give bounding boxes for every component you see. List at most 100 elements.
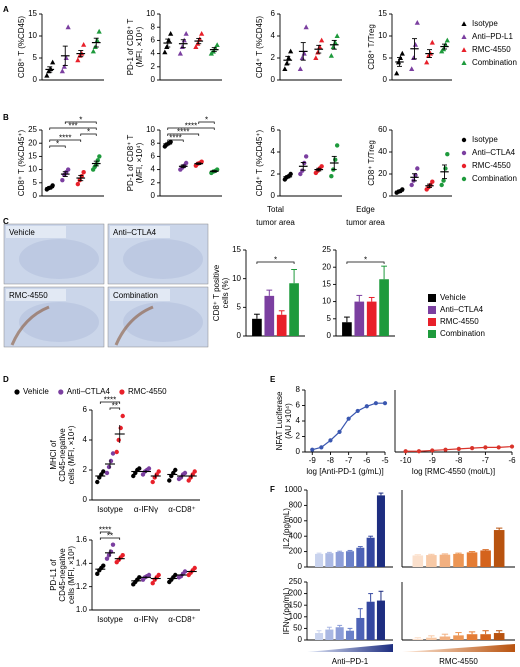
marker (95, 479, 100, 485)
legend-label: RMC-4550 (472, 45, 511, 54)
significance-label: *** (68, 122, 77, 131)
y-tick-label: 0 (298, 635, 303, 644)
y-tick-label: 0 (298, 562, 303, 571)
bar (453, 553, 464, 567)
bar (379, 279, 389, 336)
y-tick-label: 8 (151, 22, 156, 31)
bar (493, 633, 505, 640)
marker (441, 178, 446, 183)
legend-marker (461, 47, 467, 52)
significance-bracket (109, 407, 121, 410)
y-tick-label: 4 (271, 31, 276, 40)
marker (50, 59, 56, 65)
marker (183, 31, 189, 36)
marker (97, 154, 102, 159)
bar (376, 600, 385, 640)
bar (493, 530, 505, 567)
marker (214, 42, 220, 48)
y-axis-label: CD4⁺ T (%CD45) (255, 16, 264, 79)
y-tick-label: 20 (322, 262, 331, 271)
tissue-texture (123, 239, 203, 279)
marker (333, 157, 338, 162)
bar (439, 636, 451, 640)
legend-label: RMC-4550 (472, 161, 511, 170)
legend-label: RMC-4550 (440, 317, 479, 326)
tissue-texture (19, 239, 99, 279)
marker (162, 49, 168, 55)
y-tick-label: 15 (378, 9, 387, 18)
y-tick-label: 100 (289, 612, 303, 621)
y-tick-label: 20 (28, 138, 37, 147)
marker (166, 37, 172, 43)
y-axis-label: (MFI, ×10⁴) (135, 26, 144, 67)
x-tick-label: -6 (508, 456, 516, 465)
marker (150, 479, 155, 485)
y-tick-label: 15 (28, 152, 37, 161)
marker (108, 458, 114, 464)
legend-label: Anti–PD-L1 (472, 32, 513, 41)
panel-label: A (3, 5, 9, 14)
y-axis-label: CD4⁺ T (%CD45⁺) (255, 129, 264, 196)
y-tick-label: 4 (296, 416, 301, 425)
y-tick-label: 10 (28, 165, 37, 174)
marker (192, 469, 197, 474)
marker (116, 437, 121, 443)
significance-bracket (167, 133, 200, 136)
x-tick-label: -10 (400, 456, 412, 465)
bar (426, 637, 437, 640)
y-tick-label: 2 (83, 465, 88, 474)
x-axis-label: RMC-4550 (439, 657, 478, 666)
image-label: Anti–CTLA4 (113, 228, 157, 237)
y-axis-label: CD8⁺ T (%CD45) (17, 16, 26, 79)
x-tick-label: α-IFNγ (134, 615, 158, 624)
y-tick-label: 0 (327, 331, 332, 340)
significance-label: **** (185, 122, 197, 131)
tissue-texture (19, 302, 99, 342)
x-tick-label: -9 (309, 456, 317, 465)
y-tick-label: 5 (327, 314, 332, 323)
marker (298, 171, 303, 177)
marker (120, 413, 125, 419)
point (328, 438, 333, 443)
stain (114, 305, 154, 346)
point (470, 446, 475, 451)
marker (65, 24, 71, 30)
y-tick-label: 800 (289, 501, 303, 510)
marker (167, 478, 172, 483)
y-tick-label: 15 (28, 9, 37, 18)
y-axis-label: IL2 (pg/mL) (282, 508, 291, 549)
significance-label: **** (99, 526, 111, 535)
legend-marker (119, 389, 125, 395)
significance-label: **** (169, 134, 181, 143)
image-label: Vehicle (9, 228, 35, 237)
y-tick-label: 600 (289, 516, 303, 525)
y-axis-label: PD-1 of CD8⁺ T (126, 19, 135, 76)
marker (315, 49, 321, 55)
marker (319, 164, 324, 169)
x-axis-label: Anti–PD-1 (332, 657, 369, 666)
marker (118, 425, 123, 431)
y-tick-label: 200 (289, 589, 303, 598)
bar (276, 314, 287, 336)
point (355, 408, 360, 414)
label-bg (6, 226, 66, 238)
legend-label: Anti–CTLA4 (67, 387, 111, 396)
marker (183, 160, 189, 166)
marker (444, 37, 450, 43)
bar (426, 555, 437, 567)
bar (412, 638, 424, 640)
marker (173, 467, 178, 473)
x-tick-label: -9 (429, 456, 437, 465)
y-tick-label: 20 (378, 169, 387, 178)
bar (376, 495, 385, 567)
legend-marker (428, 294, 436, 302)
y-tick-label: 5 (383, 53, 388, 62)
point (364, 404, 369, 409)
chart-title: Edge (356, 205, 375, 214)
bar (366, 601, 375, 640)
marker (288, 171, 293, 177)
chart-title: tumor area (256, 218, 295, 227)
marker (409, 182, 414, 188)
marker (182, 470, 188, 476)
